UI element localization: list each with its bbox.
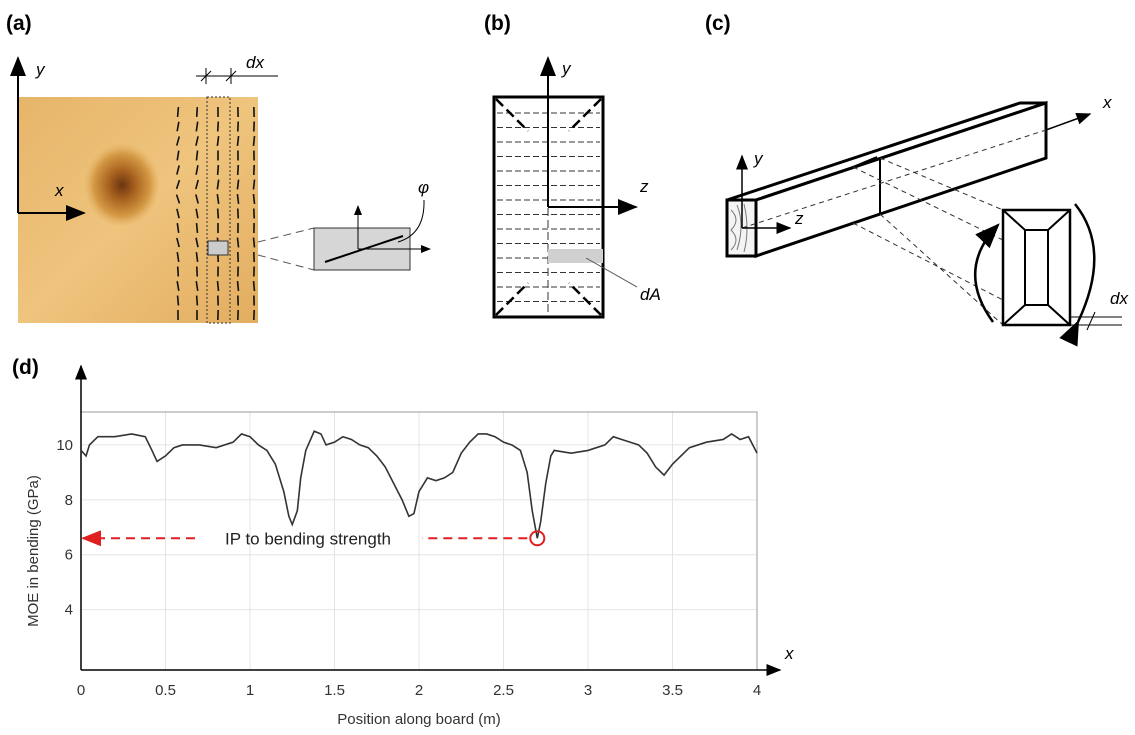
x-arrow-label: x: [784, 644, 794, 663]
dim-tick: [1087, 312, 1095, 330]
x-tick-label: 3.5: [662, 682, 683, 699]
grain-mark: [197, 223, 198, 233]
y-tick-label: 8: [65, 492, 73, 509]
x-tick-label: 3: [584, 682, 592, 699]
panel-a: (a) y x dx φ: [6, 12, 430, 323]
grain-mark: [197, 296, 198, 306]
y-tick-label: 4: [65, 602, 73, 619]
grain-mark: [237, 238, 238, 248]
angle-label: φ: [418, 178, 429, 197]
grain-mark: [217, 281, 218, 291]
knot: [84, 143, 160, 227]
grain-mark: [253, 180, 254, 190]
x-axis-label: Position along board (m): [337, 711, 500, 728]
grain-mark: [253, 136, 254, 146]
grain-mark: [254, 238, 255, 248]
grain-mark: [178, 107, 179, 117]
grain-mark: [197, 107, 198, 117]
axis-label: z: [639, 177, 649, 196]
area-label: dA: [640, 285, 661, 304]
x-tick-label: 2: [415, 682, 423, 699]
grain-mark: [218, 209, 219, 219]
element: [208, 241, 228, 255]
grain-mark: [237, 136, 238, 146]
axis-label: x: [1102, 93, 1112, 112]
x-tick-label: 1: [246, 682, 254, 699]
chart: 4 6 8 10 0 0.5 1 1.5 2 2.5 3 3.5 4 x Position along bo…: [25, 366, 794, 728]
grain-mark: [196, 151, 197, 161]
panel-label: (d): [12, 356, 39, 379]
figure: (a) y x dx φ (b) y z dA (c) x y z: [0, 0, 1135, 735]
moment-arrow: [975, 225, 998, 322]
x-tick-label: 2.5: [493, 682, 514, 699]
y-tick-label: 6: [65, 547, 73, 564]
axis-label: x: [54, 181, 64, 200]
grain-mark: [218, 122, 219, 132]
dim-label: dx: [246, 53, 264, 72]
grain-mark: [178, 267, 179, 277]
y-axis-label: MOE in bending (GPa): [25, 475, 42, 627]
panel-b: (b) y z dA: [484, 12, 661, 317]
axis-label: z: [794, 209, 804, 228]
callout: [258, 255, 314, 270]
grain-mark: [238, 209, 239, 219]
x-tick-label: 0: [77, 682, 85, 699]
x-arrow: [1046, 114, 1090, 130]
x-tick-label: 1.5: [324, 682, 345, 699]
x-tick-label: 4: [753, 682, 761, 699]
grain-mark: [253, 194, 254, 204]
dim-label: dx: [1110, 289, 1128, 308]
grain-mark: [254, 281, 255, 291]
axis-label: y: [561, 59, 572, 78]
panel-label: (a): [6, 12, 32, 35]
axis-label: y: [753, 149, 764, 168]
panel-c: (c) x y z dx: [705, 12, 1128, 330]
grain-mark: [178, 296, 179, 306]
y-tick-label: 10: [56, 437, 73, 454]
grain-mark: [218, 165, 219, 175]
axis-label: y: [35, 60, 46, 79]
panel-label: (c): [705, 12, 731, 35]
prism: [1003, 210, 1070, 325]
grain-mark: [238, 165, 239, 175]
area-element: [548, 249, 603, 263]
annotation-text: IP to bending strength: [225, 529, 391, 548]
callout: [258, 228, 314, 242]
panel-label: (b): [484, 12, 511, 35]
x-tick-label: 0.5: [155, 682, 176, 699]
grain-mark: [238, 281, 239, 291]
moment-arrow: [1075, 204, 1094, 322]
